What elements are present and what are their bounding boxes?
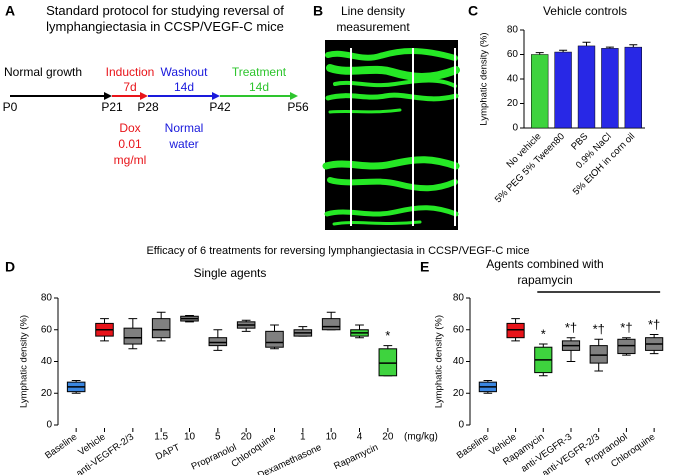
annotation: *† — [648, 317, 660, 332]
stage-duration: 7d — [123, 80, 136, 94]
x-tick-label: 5 — [215, 432, 221, 443]
x-tick-label: 10 — [184, 432, 196, 443]
box — [589, 345, 608, 364]
error-bar — [605, 46, 614, 49]
bar — [601, 48, 619, 129]
day-label: P0 — [3, 100, 18, 114]
x-tick-label: 20 — [382, 432, 394, 443]
bar — [531, 54, 549, 129]
box — [208, 337, 228, 347]
x-tick-label: Baseline — [43, 432, 79, 462]
annotation: * — [385, 328, 390, 343]
bar — [577, 45, 596, 129]
panel-label: B — [313, 3, 323, 19]
box — [151, 318, 171, 339]
y-axis-label: Lymphatic density (%) — [479, 32, 490, 125]
micrograph — [322, 40, 460, 230]
stage-duration: 14d — [249, 80, 269, 94]
error-bar — [629, 44, 638, 48]
arrow-head — [290, 92, 298, 100]
protocol-title: Standard protocol for studying reversal … — [46, 3, 284, 34]
box — [617, 338, 636, 355]
error-bar — [535, 52, 544, 55]
x-unit: (mg/kg) — [404, 432, 438, 443]
panel-label: E — [420, 259, 429, 275]
arrow-head — [104, 92, 112, 100]
stage-note: Normal water — [164, 121, 204, 151]
day-label: P21 — [101, 100, 123, 114]
error-bar — [559, 49, 568, 53]
y-tick-label: 40 — [507, 74, 519, 85]
box — [506, 322, 525, 339]
group-label: Propranolol — [190, 442, 239, 473]
y-tick-label: 80 — [41, 293, 53, 304]
y-tick-label: 40 — [41, 356, 53, 367]
x-tick-label: 1.5 — [154, 432, 168, 443]
y-tick-label: 20 — [453, 388, 465, 399]
y-tick-label: 60 — [41, 324, 53, 335]
annotation: * — [541, 326, 546, 341]
arrow-head — [212, 92, 220, 100]
annotation: *† — [620, 320, 632, 335]
box — [378, 348, 398, 377]
annotation: *† — [565, 320, 577, 335]
y-tick-label: 80 — [453, 293, 465, 304]
box — [123, 327, 143, 345]
error-bar — [582, 41, 591, 46]
x-tick-label: 10 — [326, 432, 338, 443]
stage-note: Dox 0.01 mg/ml — [113, 121, 147, 167]
y-tick-label: 80 — [507, 25, 519, 36]
y-tick-label: 0 — [458, 420, 464, 431]
panel-label: D — [5, 259, 15, 275]
chart-title: Single agents — [193, 266, 267, 280]
y-axis-label: Lymphatic density (%) — [19, 315, 30, 408]
image-title: Line density measurement — [336, 4, 410, 34]
x-tick-label: 20 — [241, 432, 253, 443]
panel-label: A — [5, 3, 15, 19]
box — [321, 318, 341, 331]
arrow-head — [140, 92, 148, 100]
chart-title: Vehicle controls — [542, 4, 628, 18]
annotation: *† — [593, 322, 605, 337]
x-tick-label: 1 — [300, 432, 306, 443]
y-tick-label: 60 — [507, 49, 519, 60]
stage-name: Induction — [106, 65, 155, 79]
x-tick-label: Baseline — [455, 432, 491, 462]
bar — [624, 46, 642, 129]
group-label: Rapamycin — [332, 442, 380, 472]
stage-name: Washout — [161, 65, 209, 79]
chart-title: Agents combined with rapamycin — [486, 257, 604, 287]
y-tick-label: 0 — [512, 123, 518, 134]
y-tick-label: 40 — [453, 356, 465, 367]
y-axis-label: Lymphatic density (%) — [434, 315, 445, 408]
box — [265, 330, 284, 348]
x-tick-label: 4 — [357, 432, 363, 443]
stage-duration: 14d — [174, 80, 194, 94]
y-tick-label: 0 — [46, 420, 52, 431]
figure-title: Efficacy of 6 treatments for reversing l… — [146, 245, 530, 257]
y-tick-label: 60 — [453, 324, 465, 335]
day-label: P28 — [137, 100, 159, 114]
y-tick-label: 20 — [41, 388, 53, 399]
bar — [554, 51, 572, 129]
y-tick-label: 20 — [507, 98, 519, 109]
day-label: P56 — [287, 100, 309, 114]
panel-label: C — [468, 3, 478, 19]
stage-name: Treatment — [232, 65, 287, 79]
stage-name: Normal growth — [4, 65, 82, 79]
day-label: P42 — [209, 100, 231, 114]
group-label: DAPT — [154, 442, 182, 463]
